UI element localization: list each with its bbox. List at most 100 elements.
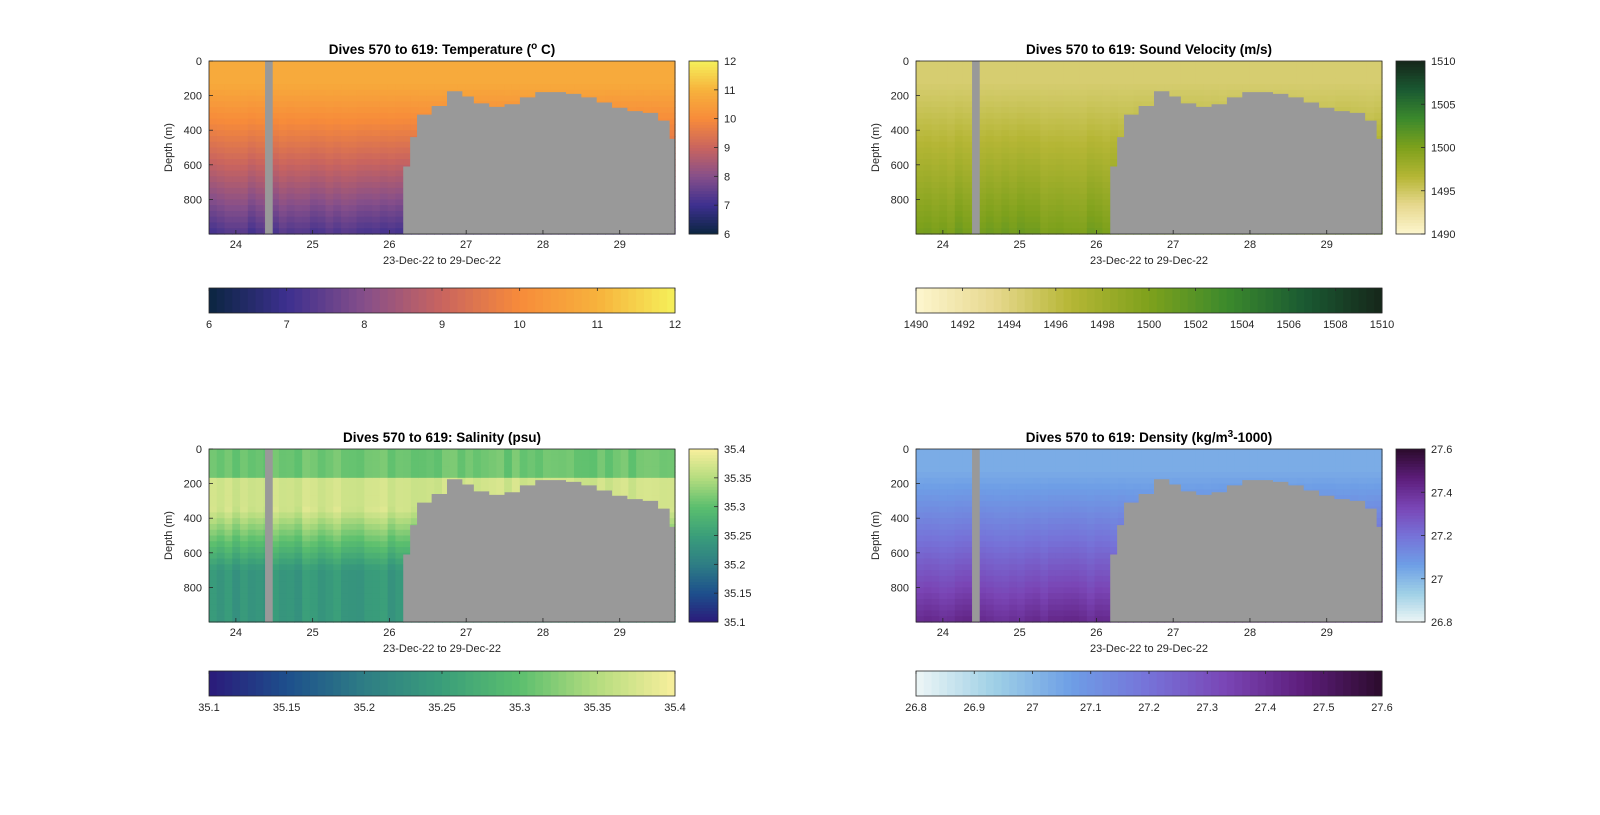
heatmap-cell (333, 575, 342, 583)
heatmap-cell (939, 228, 948, 235)
heatmap-cell (947, 84, 956, 91)
heatmap-cell (333, 610, 342, 617)
heatmap-cell (403, 95, 412, 102)
heatmap-cell (395, 558, 404, 565)
heatmap-cell (667, 84, 676, 91)
heatmap-cell (1102, 78, 1111, 85)
colorbar-segment (689, 164, 718, 169)
heatmap-cell (1048, 107, 1057, 114)
heatmap-cell (1374, 118, 1383, 126)
heatmap-cell (232, 466, 241, 473)
heatmap-cell (341, 170, 350, 177)
heatmap-cell (1366, 95, 1375, 102)
colorbar-segment (1040, 288, 1049, 313)
colorbar-segment (1396, 170, 1425, 174)
heatmap-cell (309, 66, 319, 74)
heatmap-cell (255, 164, 264, 172)
heatmap-cell (395, 95, 404, 102)
heatmap-cell (325, 460, 334, 467)
colorbar-segment (689, 199, 718, 203)
heatmap-cell (651, 89, 661, 97)
heatmap-cell (317, 84, 327, 91)
heatmap-cell (356, 107, 365, 114)
heatmap-cell (1273, 89, 1282, 97)
heatmap-cell (939, 199, 948, 206)
heatmap-cell (209, 205, 218, 212)
colorbar-segment (224, 288, 233, 313)
heatmap-cell (224, 529, 233, 537)
heatmap-cell (1048, 61, 1057, 68)
heatmap-cell (232, 141, 241, 149)
heatmap-cell (341, 598, 350, 606)
colorbar-segment (519, 288, 528, 313)
heatmap-cell (418, 66, 428, 74)
heatmap-cell (1343, 95, 1352, 102)
heatmap-cell (232, 170, 241, 177)
heatmap-cell (954, 187, 964, 195)
heatmap-cell (348, 495, 358, 502)
heatmap-cell (302, 66, 311, 74)
heatmap-cell (954, 101, 964, 108)
heatmap-cell (325, 552, 334, 560)
heatmap-cell (916, 61, 925, 68)
heatmap-cell (581, 84, 591, 91)
heatmap-cell (962, 164, 971, 172)
heatmap-cell (923, 170, 933, 177)
heatmap-cell (271, 558, 280, 565)
data-gap-column (265, 61, 273, 234)
heatmap-cell (566, 61, 575, 68)
heatmap-cell (286, 222, 296, 229)
heatmap-cell (395, 598, 404, 606)
heatmap-cell (426, 495, 435, 502)
heatmap-cell (993, 182, 1003, 189)
colorbar-segment (689, 72, 718, 76)
colorbar-segment (1396, 127, 1425, 131)
heatmap-cell (341, 547, 350, 554)
colorbar-segment (1396, 86, 1425, 91)
heatmap-cell (379, 460, 389, 467)
heatmap-cell (341, 454, 350, 462)
heatmap-cell (434, 483, 443, 490)
heatmap-cell (993, 153, 1003, 160)
heatmap-cell (418, 483, 428, 490)
heatmap-cell (1055, 118, 1065, 126)
heatmap-cell (387, 512, 396, 519)
heatmap-cell (954, 124, 964, 131)
heatmap-cell (372, 581, 381, 588)
heatmap-cell (1296, 66, 1305, 74)
heatmap-cell (1040, 176, 1049, 183)
heatmap-cell (372, 176, 381, 183)
heatmap-cell (372, 604, 381, 612)
colorbar-tick-label: 9 (724, 143, 730, 155)
heatmap-cell (1009, 153, 1018, 160)
heatmap-cell (1024, 228, 1034, 235)
heatmap-cell (923, 193, 933, 200)
heatmap-cell (395, 205, 404, 212)
heatmap-cell (1086, 210, 1096, 218)
heatmap-cell (364, 118, 373, 126)
heatmap-cell (1048, 84, 1057, 91)
heatmap-cell (1048, 135, 1057, 143)
heatmap-cell (1350, 66, 1360, 74)
heatmap-cell (1319, 89, 1329, 97)
heatmap-cell (278, 78, 288, 85)
heatmap-cell (364, 222, 373, 229)
heatmap-cell (286, 210, 296, 218)
heatmap-cell (302, 500, 311, 508)
heatmap-cell (1001, 141, 1010, 149)
heatmap-cell (1040, 78, 1049, 85)
heatmap-cell (947, 153, 956, 160)
heatmap-cell (232, 460, 241, 467)
colorbar-tick-label: 12 (724, 56, 736, 68)
heatmap-cell (216, 199, 226, 206)
heatmap-cell (1016, 72, 1026, 79)
heatmap-cell (1040, 61, 1049, 68)
colorbar-segment (1396, 225, 1425, 229)
heatmap-cell (364, 598, 373, 606)
heatmap-cell (286, 466, 296, 473)
heatmap-cell (216, 182, 226, 189)
heatmap-cell (1071, 210, 1080, 218)
heatmap-cell (1086, 118, 1096, 126)
heatmap-cell (978, 107, 987, 114)
heatmap-cell (1102, 84, 1111, 91)
